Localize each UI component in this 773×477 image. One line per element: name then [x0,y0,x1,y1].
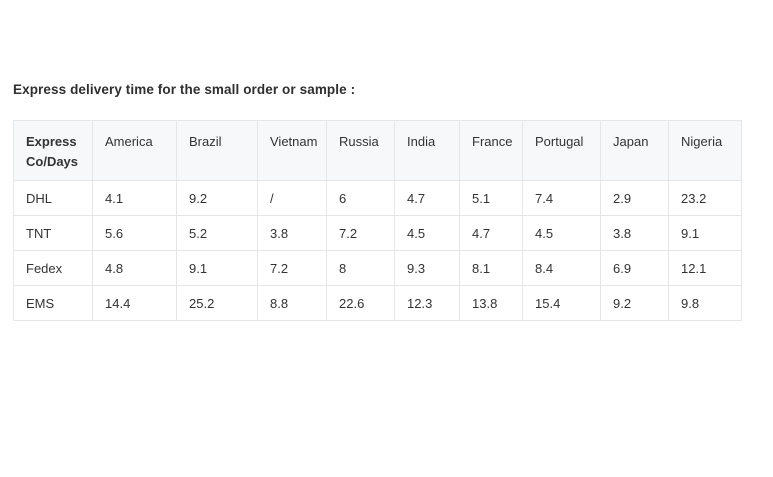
value-cell-dhl-america: 4.1 [92,180,177,217]
value-cell-dhl-brazil: 9.2 [176,180,258,217]
table-body: DHL 4.1 9.2/6 4.7 5.1 7.4 2.9 23.2 TNT 5.6 5.2 3.8 7… [13,180,742,322]
value-cell-fedex-portugal: 8.4 [522,250,601,287]
table-header-row: Express Co/Days America Brazil Vietnam Russi… [13,119,742,182]
value-cell-dhl-india: 4.7 [394,180,460,217]
table-row-fedex: Fedex 4.8 9.1 7.2 8 9.3 8.1 8.4 6.9 12.1 [13,250,742,287]
value-cell-tnt-russia: 7.2 [326,215,395,252]
value-cell-tnt-india: 4.5 [394,215,460,252]
value-cell-dhl-france: 5.1 [459,180,523,217]
value-cell-dhl-russia: 6 [326,180,395,217]
value-cell-ems-america: 14.4 [92,285,177,322]
value-cell-fedex-brazil: 9.1 [176,250,258,287]
value-cell-fedex-america: 4.8 [92,250,177,287]
column-header-france: France [459,119,523,182]
value-cell-tnt-japan: 3.8 [600,215,669,252]
table-row-ems: EMS 14.4 25.2 8.8 22.6 12.3 13.8 15.4 9.2 9.8 [13,285,742,322]
carrier-cell-tnt: TNT [13,215,93,252]
value-cell-ems-portugal: 15.4 [522,285,601,322]
value-cell-tnt-portugal: 4.5 [522,215,601,252]
value-cell-tnt-vietnam: 3.8 [257,215,327,252]
value-cell-fedex-france: 8.1 [459,250,523,287]
express-delivery-table: Express Co/Days America Brazil Vietnam Russi… [13,119,742,322]
value-cell-fedex-japan: 6.9 [600,250,669,287]
carrier-cell-ems: EMS [13,285,93,322]
column-header-brazil: Brazil [176,119,258,182]
value-cell-ems-vietnam: 8.8 [257,285,327,322]
value-cell-tnt-brazil: 5.2 [176,215,258,252]
carrier-cell-fedex: Fedex [13,250,93,287]
table-row-tnt: TNT 5.6 5.2 3.8 7.2 4.5 4.7 4.5 3.8 9.1 [13,215,742,252]
column-header-vietnam: Vietnam [257,119,327,182]
column-header-portugal: Portugal [522,119,601,182]
column-header-nigeria: Nigeria [668,119,742,182]
value-cell-tnt-france: 4.7 [459,215,523,252]
value-cell-ems-brazil: 25.2 [176,285,258,322]
page-title: Express delivery time for the small orde… [13,82,356,97]
value-cell-tnt-nigeria: 9.1 [668,215,742,252]
value-cell-ems-russia: 22.6 [326,285,395,322]
value-cell-tnt-america: 5.6 [92,215,177,252]
column-header-japan: Japan [600,119,669,182]
value-cell-dhl-japan: 2.9 [600,180,669,217]
value-cell-dhl-nigeria: 23.2 [668,180,742,217]
value-cell-ems-nigeria: 9.8 [668,285,742,322]
column-header-india: India [394,119,460,182]
column-header-america: America [92,119,177,182]
carrier-cell-dhl: DHL [13,180,93,217]
value-cell-fedex-nigeria: 12.1 [668,250,742,287]
value-cell-fedex-vietnam: 7.2 [257,250,327,287]
value-cell-fedex-russia: 8 [326,250,395,287]
value-cell-ems-japan: 9.2 [600,285,669,322]
value-cell-dhl-vietnam: / [257,180,327,217]
table-row-dhl: DHL 4.1 9.2/6 4.7 5.1 7.4 2.9 23.2 [13,180,742,217]
value-cell-fedex-india: 9.3 [394,250,460,287]
value-cell-ems-france: 13.8 [459,285,523,322]
column-header-russia: Russia [326,119,395,182]
value-cell-dhl-portugal: 7.4 [522,180,601,217]
value-cell-ems-india: 12.3 [394,285,460,322]
column-header-express-co-days: Express Co/Days [13,119,93,182]
